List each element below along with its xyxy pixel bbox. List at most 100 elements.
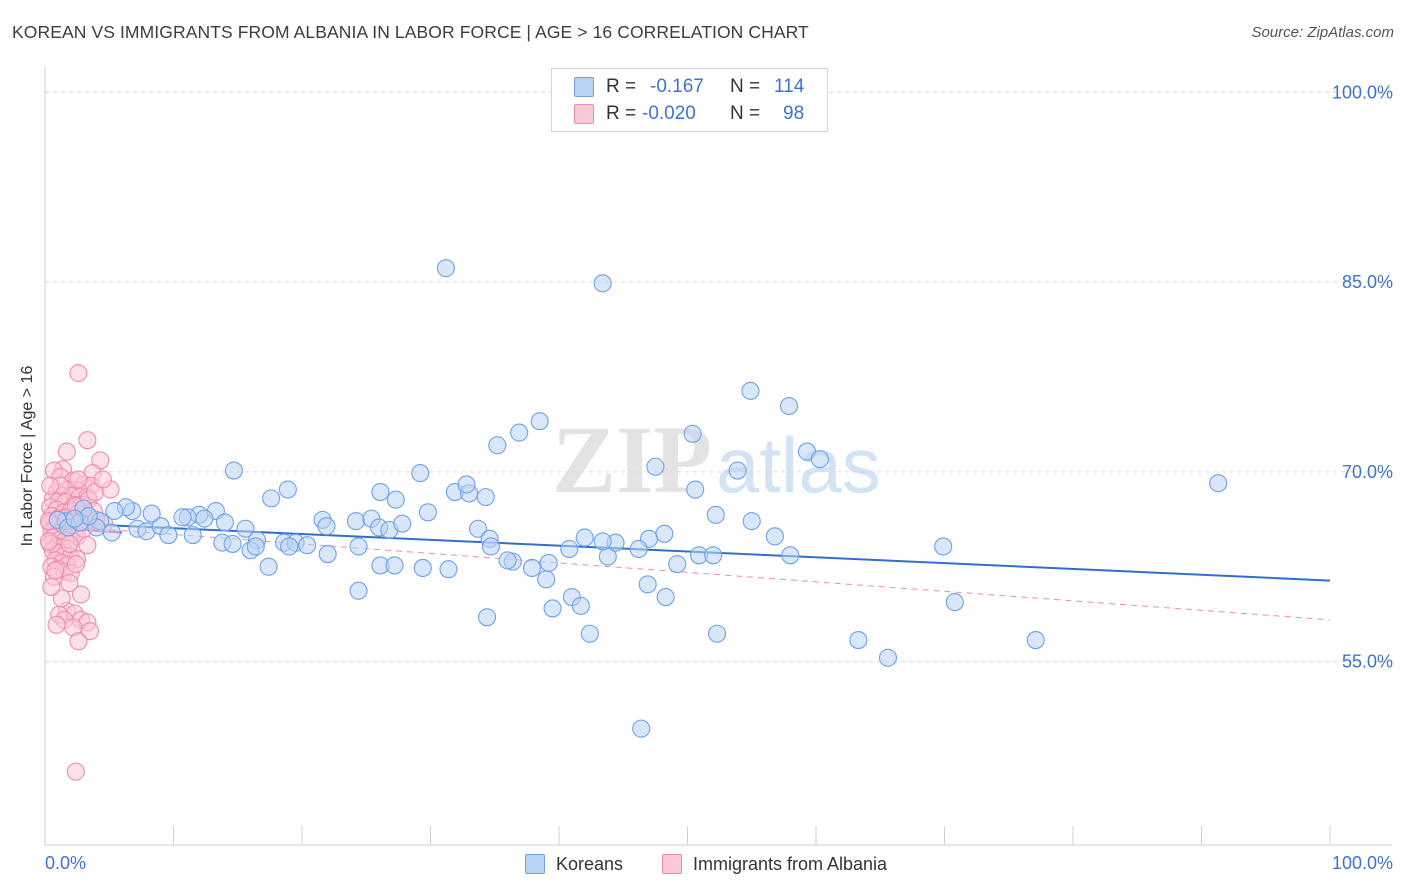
point-koreans — [629, 539, 648, 559]
point-albania — [69, 470, 88, 489]
data-points — [39, 259, 1228, 781]
point-koreans — [476, 488, 495, 507]
point-koreans — [142, 504, 161, 523]
legend-n-value-albania: 98 — [783, 103, 805, 124]
point-koreans — [488, 436, 507, 455]
point-albania — [47, 615, 66, 634]
grid-lines — [45, 91, 1392, 663]
point-koreans — [781, 546, 800, 565]
bottom-legend-label-albania: Immigrants from Albania — [693, 853, 888, 874]
point-albania — [78, 431, 97, 450]
point-albania — [93, 470, 112, 489]
point-albania — [71, 585, 91, 604]
x-tick-label: 0.0% — [45, 853, 86, 873]
point-koreans — [1209, 474, 1228, 493]
point-koreans — [706, 505, 725, 524]
point-koreans — [393, 514, 412, 533]
point-koreans — [878, 648, 898, 667]
point-koreans — [280, 537, 299, 556]
point-koreans — [457, 475, 476, 494]
y-tick-label: 55.0% — [1342, 652, 1393, 672]
point-koreans — [656, 588, 675, 607]
point-koreans — [413, 558, 432, 578]
point-koreans — [183, 526, 202, 545]
point-koreans — [543, 599, 562, 618]
point-koreans — [560, 539, 579, 559]
point-koreans — [593, 532, 612, 551]
point-koreans — [571, 596, 590, 615]
point-koreans — [646, 457, 665, 476]
point-koreans — [102, 523, 121, 542]
point-koreans — [349, 537, 368, 556]
bottom-legend-label-koreans: Koreans — [556, 853, 624, 874]
point-koreans — [510, 423, 529, 442]
bottom-legend-albania: Immigrants from Albania — [662, 852, 887, 876]
point-koreans — [530, 412, 549, 431]
point-koreans — [418, 503, 437, 522]
point-koreans — [945, 593, 964, 612]
point-koreans — [934, 537, 953, 556]
point-koreans — [1026, 631, 1045, 650]
point-koreans — [668, 555, 687, 574]
legend-r-value-albania: -0.020 — [642, 103, 696, 124]
point-koreans — [638, 575, 657, 594]
point-koreans — [105, 501, 124, 521]
point-albania — [69, 364, 88, 383]
bottom-legend-swatch-albania — [662, 854, 682, 874]
point-koreans — [65, 509, 84, 528]
point-koreans — [632, 719, 651, 738]
point-albania — [80, 622, 100, 641]
legend-swatch-koreans — [574, 77, 594, 97]
point-koreans — [246, 537, 265, 556]
point-koreans — [539, 553, 558, 572]
point-albania — [66, 555, 85, 574]
point-koreans — [683, 424, 702, 443]
point-albania — [57, 442, 76, 461]
point-koreans — [223, 534, 242, 553]
point-albania — [78, 536, 97, 555]
point-koreans — [575, 528, 594, 547]
tick-labels: 100.0% 85.0% 70.0% 55.0% 0.0% 100.0% — [45, 82, 1393, 873]
point-koreans — [259, 557, 278, 576]
point-albania — [60, 574, 79, 593]
point-koreans — [498, 551, 517, 570]
point-albania — [42, 577, 61, 596]
point-koreans — [262, 489, 281, 508]
point-koreans — [593, 274, 612, 293]
point-koreans — [278, 480, 297, 499]
point-albania — [52, 589, 71, 608]
chart-title: KOREAN VS IMMIGRANTS FROM ALBANIA IN LAB… — [12, 22, 809, 42]
point-albania — [41, 476, 60, 495]
point-koreans — [371, 483, 390, 502]
point-koreans — [728, 461, 747, 480]
point-koreans — [655, 524, 674, 543]
point-koreans — [215, 513, 234, 532]
point-koreans — [349, 581, 368, 600]
point-koreans — [481, 537, 500, 556]
point-koreans — [580, 624, 599, 643]
point-koreans — [173, 508, 192, 527]
legend-n-label: N = — [730, 103, 761, 124]
point-koreans — [704, 546, 723, 565]
watermark-zip: ZIP — [552, 406, 712, 513]
legend-r-label: R = — [606, 76, 637, 97]
point-koreans — [346, 512, 366, 531]
point-koreans — [741, 381, 760, 400]
legend-r-label: R = — [606, 103, 637, 124]
point-albania — [66, 762, 85, 781]
point-albania — [46, 561, 65, 580]
point-koreans — [411, 464, 430, 483]
point-koreans — [810, 450, 829, 469]
source-label: Source: ZipAtlas.com — [1251, 24, 1394, 41]
x-tick-label: 100.0% — [1332, 853, 1393, 873]
point-koreans — [779, 396, 799, 416]
point-koreans — [708, 624, 727, 643]
point-albania — [60, 534, 79, 553]
point-koreans — [765, 527, 784, 546]
point-koreans — [318, 544, 337, 564]
bottom-legend-swatch-koreans — [525, 854, 545, 874]
legend-r-value-koreans: -0.167 — [650, 76, 704, 97]
point-koreans — [742, 512, 761, 531]
point-koreans — [385, 556, 404, 575]
